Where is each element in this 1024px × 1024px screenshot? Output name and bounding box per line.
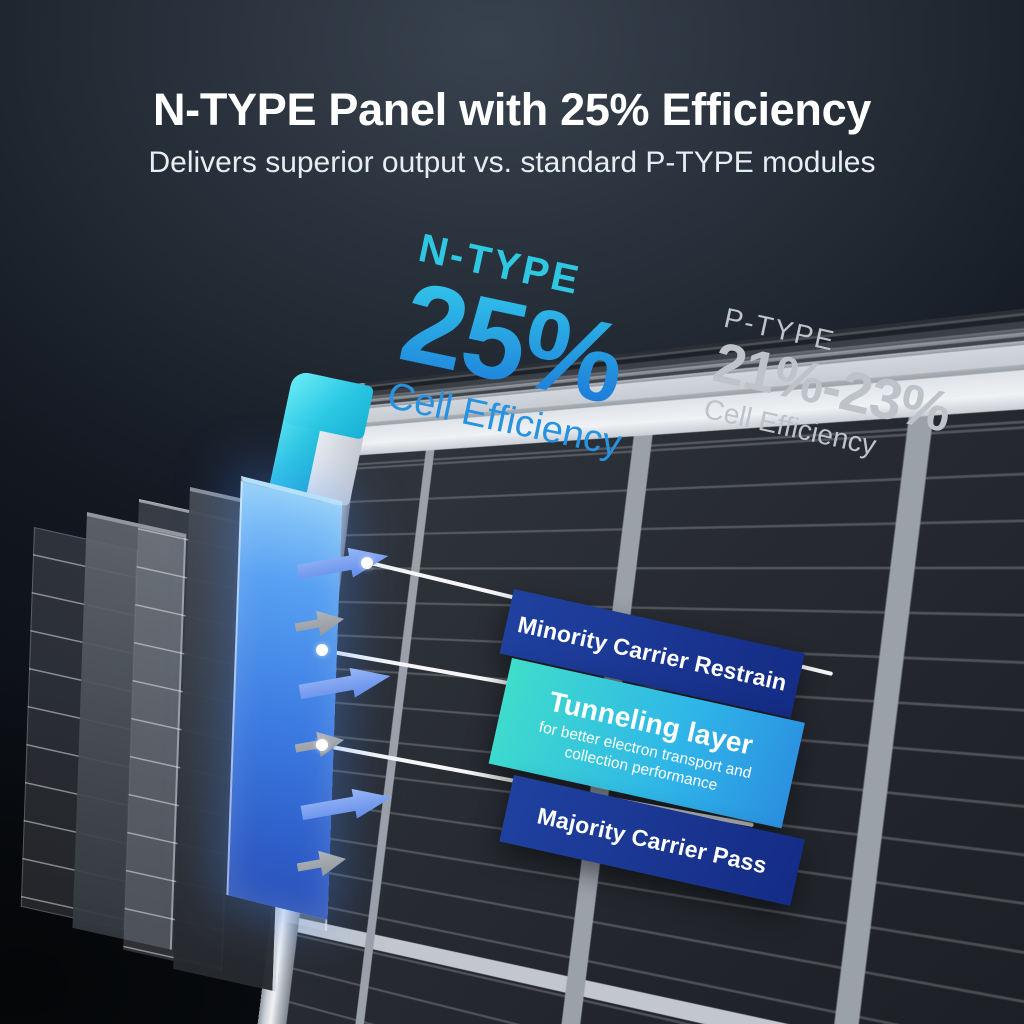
callout-dot xyxy=(361,557,373,569)
page-subtitle: Delivers superior output vs. standard P-… xyxy=(148,146,876,179)
page-title: N-TYPE Panel with 25% Efficiency xyxy=(152,84,872,135)
callout-dot xyxy=(316,644,328,656)
callout-dot xyxy=(316,739,328,751)
